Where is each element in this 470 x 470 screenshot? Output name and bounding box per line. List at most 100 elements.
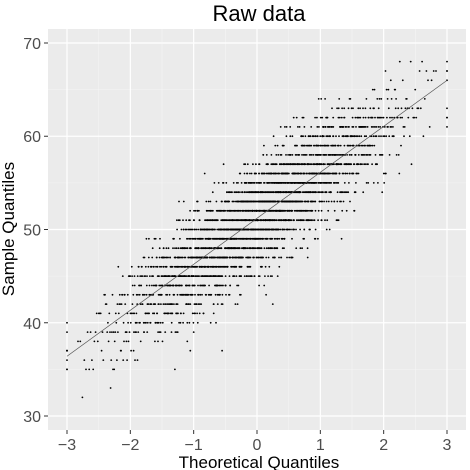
sample-point <box>385 88 388 91</box>
sample-point <box>66 321 68 324</box>
sample-point <box>145 237 148 240</box>
sample-point <box>357 163 360 166</box>
sample-point <box>141 275 144 277</box>
sample-point <box>292 116 295 119</box>
sample-point <box>182 293 185 296</box>
sample-point <box>303 237 305 240</box>
sample-point <box>175 247 178 250</box>
sample-point <box>286 219 288 222</box>
sample-point <box>346 172 349 175</box>
sample-point <box>363 154 366 156</box>
sample-point <box>418 70 421 72</box>
sample-point <box>342 191 344 194</box>
sample-point <box>262 154 265 156</box>
sample-point <box>83 359 86 361</box>
sample-point <box>193 284 196 287</box>
sample-point <box>382 135 385 138</box>
sample-point <box>392 135 395 138</box>
sample-point <box>380 98 383 100</box>
sample-point <box>289 154 292 156</box>
sample-point <box>176 303 179 305</box>
y-axis-ticks: 30 40 50 60 70 <box>23 36 48 426</box>
sample-point <box>210 237 212 240</box>
sample-point <box>310 219 313 222</box>
sample-point <box>317 144 320 147</box>
sample-point <box>278 172 281 175</box>
sample-point <box>387 88 390 91</box>
sample-point <box>365 135 368 138</box>
sample-point <box>212 209 214 212</box>
sample-point <box>330 200 333 203</box>
sample-point <box>409 60 412 63</box>
sample-point <box>205 293 208 296</box>
sample-point <box>205 200 208 203</box>
sample-point <box>347 107 350 110</box>
sample-point <box>294 163 297 166</box>
sample-point <box>225 182 228 184</box>
sample-point <box>284 163 286 166</box>
sample-point <box>96 340 99 343</box>
sample-point <box>137 331 140 333</box>
sample-point <box>314 237 317 240</box>
sample-point <box>280 219 283 222</box>
sample-point <box>221 293 224 296</box>
sample-point <box>208 284 211 287</box>
sample-point <box>246 163 249 166</box>
sample-point <box>304 144 306 147</box>
sample-point <box>430 79 433 82</box>
sample-point <box>124 303 127 305</box>
sample-point <box>181 256 184 259</box>
sample-point <box>191 228 194 231</box>
sample-point <box>229 256 232 259</box>
sample-point <box>137 293 139 296</box>
sample-point <box>237 191 240 194</box>
sample-point <box>276 237 279 240</box>
sample-point <box>130 312 133 315</box>
sample-point <box>293 228 295 231</box>
sample-point <box>314 209 317 212</box>
sample-point <box>264 275 266 277</box>
sample-point <box>244 191 246 194</box>
sample-point <box>378 135 380 138</box>
sample-point <box>131 275 134 277</box>
sample-point <box>173 303 175 305</box>
sample-point <box>338 98 341 100</box>
sample-point <box>432 70 435 72</box>
sample-point <box>216 219 219 222</box>
sample-point <box>352 126 355 128</box>
sample-point <box>210 293 213 296</box>
sample-point <box>352 144 355 147</box>
sample-point <box>388 135 391 138</box>
sample-point <box>231 191 233 194</box>
sample-point <box>181 265 184 268</box>
sample-point <box>313 144 316 147</box>
sample-point <box>265 256 268 259</box>
sample-point <box>193 228 196 231</box>
sample-point <box>240 265 243 268</box>
sample-point <box>380 135 382 138</box>
sample-point <box>209 321 212 324</box>
sample-point <box>228 200 231 203</box>
sample-point <box>152 275 155 277</box>
sample-point <box>146 331 149 333</box>
sample-point <box>389 116 391 119</box>
sample-point <box>66 359 68 361</box>
sample-point <box>320 98 323 100</box>
sample-point <box>233 275 236 277</box>
sample-point <box>182 200 185 203</box>
sample-point <box>307 200 310 203</box>
sample-point <box>291 237 293 240</box>
sample-point <box>141 303 144 305</box>
sample-point <box>328 228 331 231</box>
sample-point <box>141 265 143 268</box>
sample-point <box>214 228 216 231</box>
sample-point <box>154 237 157 240</box>
sample-point <box>322 163 325 166</box>
sample-point <box>371 163 373 166</box>
sample-point <box>350 154 353 156</box>
sample-point <box>159 284 162 287</box>
sample-point <box>325 228 328 231</box>
sample-point <box>88 368 91 371</box>
sample-point <box>388 154 391 156</box>
sample-point <box>321 116 324 119</box>
